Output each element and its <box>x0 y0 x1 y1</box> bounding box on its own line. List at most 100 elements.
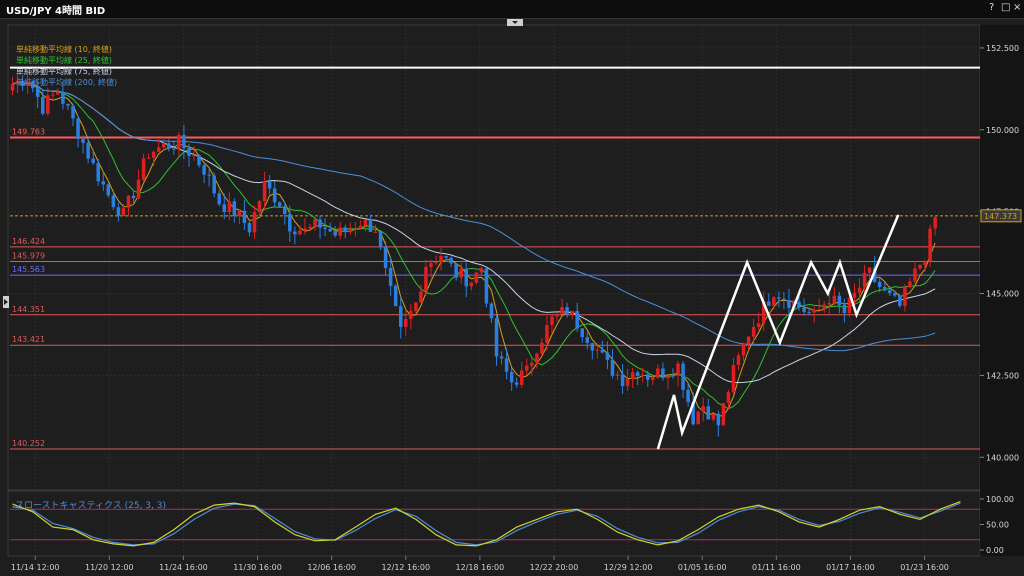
candle-body <box>318 219 322 228</box>
candle-body <box>585 337 590 343</box>
candle-body <box>368 219 373 232</box>
candle-body <box>308 226 312 229</box>
candle-body <box>192 155 196 157</box>
candle-body <box>530 362 534 366</box>
candle-body <box>519 370 524 385</box>
stochastic-y-tick-label: 50.00 <box>986 521 1009 530</box>
x-tick-label: 01/11 16:00 <box>752 563 801 572</box>
legend-entry: 単純移動平均線 (75, 終値) <box>16 66 112 76</box>
current-price-label: 147.373 <box>984 212 1017 221</box>
candle-body <box>686 389 690 403</box>
candle-body <box>212 175 216 194</box>
candle-body <box>550 316 554 326</box>
candle-body <box>923 261 927 266</box>
stochastic-y-tick-label: 0.00 <box>986 546 1004 555</box>
candle-body <box>711 413 716 420</box>
price-axis-bg <box>980 25 1024 556</box>
moving-average-line <box>12 81 936 352</box>
candle-body <box>25 81 30 86</box>
candle-body <box>10 84 15 91</box>
candle-body <box>378 231 383 247</box>
candle-body <box>691 402 695 425</box>
candle-body <box>827 303 832 305</box>
candle-body <box>464 268 469 287</box>
candle-body <box>237 210 242 216</box>
candle-body <box>242 210 247 224</box>
candle-body <box>525 365 529 371</box>
candle-body <box>439 255 443 263</box>
candle-body <box>187 148 191 156</box>
candle-body <box>807 311 811 313</box>
candle-body <box>514 382 519 385</box>
candle-body <box>772 297 776 306</box>
close-button[interactable]: × <box>1013 2 1022 13</box>
candle-body <box>575 311 579 329</box>
price-panel[interactable] <box>7 24 981 491</box>
candle-body <box>404 318 408 327</box>
candle-body <box>388 268 393 286</box>
candle-body <box>76 118 80 139</box>
stochastic-panel[interactable] <box>7 490 981 557</box>
restore-button[interactable]: □ <box>1001 2 1011 13</box>
moving-average-line <box>12 81 936 410</box>
price-line-label: 149.763 <box>12 128 45 137</box>
candle-body <box>101 181 106 185</box>
candle-body <box>933 217 937 229</box>
candle-body <box>666 375 670 379</box>
candle-body <box>363 219 368 226</box>
candle-body <box>661 368 665 379</box>
candle-body <box>676 363 680 376</box>
legend: 単純移動平均線 (10, 終値)単純移動平均線 (25, 終値)単純移動平均線 … <box>16 44 117 87</box>
grid <box>10 25 980 556</box>
y-tick-label: 145.000 <box>986 290 1019 299</box>
current-price-badge <box>980 209 1022 223</box>
candle-body <box>146 157 151 159</box>
candle-body <box>277 202 282 207</box>
candle-body <box>459 268 463 278</box>
chart-area[interactable]: 149.763 146.424 145.979 145.563 144.351 143.4… <box>0 18 1024 576</box>
candle-body <box>393 285 398 307</box>
candle-body <box>721 403 726 426</box>
x-tick-label: 11/14 12:00 <box>11 563 60 572</box>
candle-body <box>590 342 595 351</box>
candle-body <box>787 300 791 308</box>
candle-body <box>358 225 363 229</box>
candle-body <box>272 188 277 203</box>
candle-body <box>333 231 337 236</box>
candle-body <box>373 231 378 233</box>
x-tick-label: 12/22 20:00 <box>530 563 579 572</box>
candle-body <box>232 201 237 216</box>
candle-body <box>298 230 302 235</box>
help-button[interactable]: ? <box>989 2 995 13</box>
candle-body <box>761 301 766 324</box>
candle-body <box>494 318 499 357</box>
candle-body <box>217 193 221 205</box>
candle-body <box>197 155 201 166</box>
window-title: USD/JPY 4時間 BID <box>6 6 106 17</box>
candle-body <box>504 358 509 372</box>
price-line-label: 146.424 <box>12 237 45 246</box>
candle-body <box>409 310 413 319</box>
candle-body <box>474 272 479 283</box>
candle-body <box>172 148 176 150</box>
candle-body <box>96 162 100 182</box>
x-tick-label: 12/12 16:00 <box>381 563 430 572</box>
candle-body <box>847 297 852 314</box>
candle-body <box>202 165 206 175</box>
candle-body <box>499 356 504 359</box>
candle-body <box>867 267 872 273</box>
candle-body <box>877 281 882 288</box>
moving-average-line <box>12 81 936 384</box>
candle-body <box>640 374 645 376</box>
candle-body <box>424 266 428 292</box>
candle-body <box>600 349 605 353</box>
candle-body <box>15 80 20 85</box>
candle-body <box>777 297 781 299</box>
candle-body <box>837 295 842 306</box>
candles <box>10 71 937 437</box>
candle-body <box>86 142 90 159</box>
candle-body <box>136 179 141 199</box>
y-tick-label: 150.000 <box>986 126 1019 135</box>
price-line-label: 145.563 <box>12 265 45 274</box>
candle-body <box>751 326 756 337</box>
